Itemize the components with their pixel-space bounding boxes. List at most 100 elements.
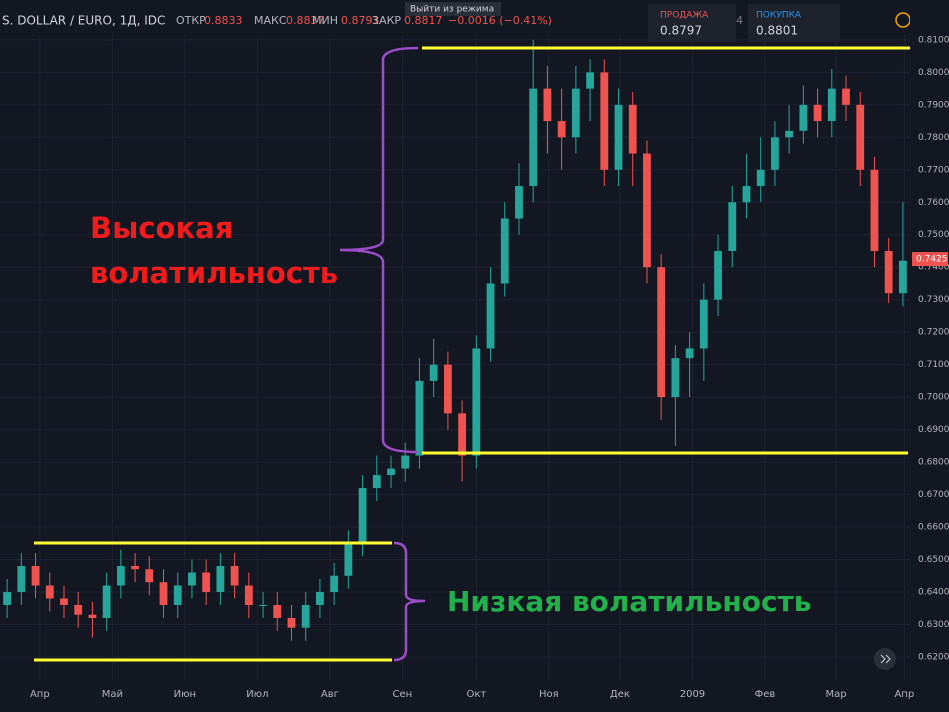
y-tick-label: 0.7600 [918, 198, 949, 208]
y-tick-label: 0.7000 [918, 393, 949, 403]
price-axis-bg [910, 0, 949, 712]
x-tick-label: Ноя [539, 689, 559, 700]
y-tick-label: 0.7100 [918, 360, 949, 370]
y-tick-label: 0.7300 [918, 295, 949, 305]
candle-body [173, 585, 182, 605]
y-tick-label: 0.7700 [918, 165, 949, 175]
candle-body [116, 566, 125, 586]
y-tick-label: 0.6500 [918, 555, 949, 565]
candle-body [358, 488, 367, 544]
candle-body [188, 572, 196, 586]
label: МАКС [254, 14, 287, 27]
candle-body [216, 566, 225, 592]
x-tick-label: Апр [30, 689, 50, 700]
candle-body [842, 88, 850, 105]
y-tick-label: 0.8000 [918, 68, 949, 78]
candle-body [685, 348, 694, 359]
y-tick-label: 0.8100 [918, 35, 949, 45]
buy-label: ПОКУПКА [756, 11, 802, 21]
symbol[interactable]: S. DOLLAR / EURO, 1Д, IDC [2, 14, 165, 28]
candle-body [244, 585, 253, 605]
candle-body [372, 475, 381, 489]
last-price-box [912, 252, 948, 267]
x-tick-label: Авг [321, 689, 339, 700]
candle-body [159, 582, 168, 605]
candle-body [259, 604, 267, 606]
candle-body [131, 566, 139, 570]
value: 0.8837 [286, 14, 325, 27]
candle-body [458, 413, 467, 456]
candle-body [486, 283, 495, 349]
candle-body [230, 566, 239, 586]
x-tick-label: Дек [610, 689, 630, 700]
buy-price: 0.8801 [756, 24, 798, 38]
candle-body [884, 250, 893, 294]
header-bg [0, 0, 640, 36]
candle-body [856, 104, 865, 170]
candle-body [387, 468, 395, 476]
candle-body [728, 202, 737, 251]
candle-body [287, 617, 296, 628]
x-tick-label: Июл [246, 689, 268, 700]
sell-box[interactable] [648, 4, 736, 42]
candle-body [273, 604, 282, 618]
sell-price: 0.8797 [660, 24, 702, 38]
buy-box[interactable] [748, 4, 840, 42]
trade-panel: ПРОДАЖА 0.8797 4 ПОКУПКА 0.8801 [648, 4, 911, 670]
candle-body [827, 88, 836, 122]
y-tick-label: 0.6200 [918, 652, 949, 662]
x-tick-label: Апр [894, 689, 914, 700]
y-tick-label: 0.6700 [918, 490, 949, 500]
candle-body [643, 153, 651, 268]
y-tick-label: 0.7200 [918, 328, 949, 338]
candle-body [586, 72, 594, 89]
candle-body [898, 260, 907, 294]
candle-body [344, 543, 353, 576]
sell-label: ПРОДАЖА [660, 11, 709, 21]
candle-body [145, 569, 154, 583]
y-tick-label: 0.7500 [918, 230, 949, 240]
value: 0.8817 [404, 14, 443, 27]
scroll-icon [880, 654, 891, 664]
candle-body [756, 169, 765, 187]
x-tick-label: Фев [755, 689, 776, 700]
candle-body [571, 88, 580, 138]
tooltip[interactable]: Выйти из режима [410, 5, 494, 15]
candle-body [472, 348, 481, 456]
y-tick-label: 0.6600 [918, 523, 949, 533]
label: МИН [312, 14, 338, 27]
candle-body [529, 88, 538, 187]
candle-body [515, 186, 523, 219]
value: 0.8791 [341, 14, 380, 27]
y-tick-label: 0.6400 [918, 587, 949, 597]
candle-body [799, 104, 808, 131]
candle-body [401, 455, 410, 469]
candle-body [31, 566, 40, 586]
candle-body [870, 169, 879, 251]
x-tick-label: Окт [466, 689, 486, 700]
candle-body [415, 380, 424, 456]
y-tick-label: 0.6800 [918, 458, 949, 468]
annotation: Высокая [90, 211, 233, 245]
spread: 4 [736, 14, 743, 27]
candle-body [316, 591, 324, 605]
x-tick-label: Июн [174, 689, 196, 700]
candle-body [102, 585, 111, 618]
annotation: волатильность [90, 256, 338, 290]
label: ЗАКР [372, 14, 401, 27]
y-tick-label: 0.7800 [918, 133, 949, 143]
candle-body [543, 88, 552, 122]
candle-body [443, 364, 452, 414]
tooltip-bg [405, 2, 501, 16]
candle-body [301, 604, 310, 628]
x-tick-label: Сен [393, 689, 413, 700]
label: ОТКР [176, 14, 206, 27]
last-price-label: 0.7425 [916, 255, 948, 265]
candle-body [813, 104, 822, 122]
annotation: Низкая волатильность [447, 585, 811, 618]
candle-body [500, 218, 509, 284]
x-tick-label: Май [102, 689, 123, 700]
bracket [393, 541, 426, 662]
candle-body [714, 250, 722, 300]
annotation-shapes [34, 46, 912, 662]
